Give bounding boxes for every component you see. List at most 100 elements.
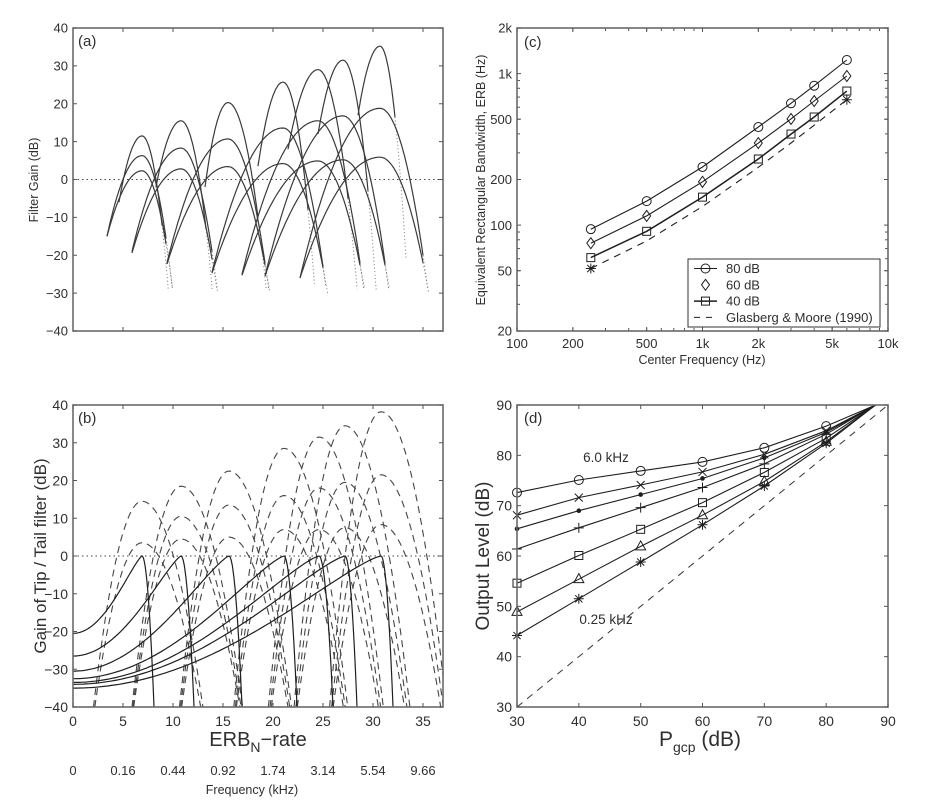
filter-curve-group6-1 bbox=[317, 59, 369, 191]
x-axis-label: Center Frequency (Hz) bbox=[638, 353, 765, 367]
marker-diamond bbox=[842, 69, 852, 83]
x-axis-label: Pgcp (dB) bbox=[659, 728, 741, 755]
filter-curve-group6-2 bbox=[264, 115, 386, 277]
filter-curve-group3-3 bbox=[166, 166, 266, 266]
filter-curve-extension bbox=[264, 262, 270, 289]
marker-circle bbox=[697, 456, 708, 467]
filter-curve-group1-3 bbox=[106, 170, 167, 244]
io-curve-5 bbox=[516, 404, 876, 584]
identity-reference-line bbox=[516, 404, 889, 708]
marker-circle bbox=[841, 54, 852, 65]
filter-curve-group2-2 bbox=[131, 147, 213, 252]
marker-circle bbox=[573, 474, 584, 485]
tail-filter-curve-7 bbox=[73, 555, 394, 708]
y-tick-label: −40 bbox=[46, 324, 68, 339]
tip-filter-curve-group2-3 bbox=[133, 538, 241, 708]
y-tick-label: 40 bbox=[54, 21, 68, 36]
x-tick-label: 40 bbox=[571, 713, 587, 729]
filter-curve-group1-2 bbox=[106, 154, 167, 239]
frequency-tick-label: 0 bbox=[69, 763, 76, 778]
marker-square bbox=[586, 253, 596, 263]
frequency-tick-label: 3.14 bbox=[310, 763, 335, 778]
x-tick-label: 0 bbox=[69, 713, 77, 729]
frequency-tick-label: 0.44 bbox=[160, 763, 185, 778]
y-axis-label: Gain of Tip / Tail filter (dB) bbox=[31, 458, 50, 653]
marker-triangle bbox=[696, 508, 709, 520]
filter-curve-group4-3 bbox=[211, 163, 324, 274]
legend-label: Glasberg & Moore (1990) bbox=[726, 310, 873, 325]
y-tick-label: 0 bbox=[61, 172, 68, 187]
marker-star bbox=[759, 481, 770, 492]
marker-plus bbox=[573, 522, 584, 533]
tip-filter-curve-group4-3 bbox=[235, 529, 344, 708]
marker-x bbox=[698, 467, 707, 477]
filter-curve-extension bbox=[394, 116, 407, 260]
y-tick-label: 50 bbox=[498, 263, 512, 278]
marker-circle bbox=[641, 196, 652, 207]
x-tick-label: 10 bbox=[165, 713, 181, 729]
x-tick-label: 2k bbox=[751, 336, 765, 351]
tip-filter-curve-group3-2 bbox=[180, 504, 291, 708]
y-tick-label: −10 bbox=[46, 210, 68, 225]
marker-diamond bbox=[786, 112, 796, 126]
marker-dot bbox=[700, 476, 705, 481]
y-tick-label: −20 bbox=[44, 624, 68, 640]
marker-x bbox=[636, 480, 646, 490]
legend-box bbox=[687, 258, 881, 328]
io-curve-3 bbox=[516, 404, 876, 530]
x-tick-label: 25 bbox=[315, 713, 331, 729]
filter-curve-extension bbox=[384, 265, 391, 290]
tip-filter-curve-group7-2 bbox=[331, 474, 444, 708]
marker-square bbox=[642, 226, 652, 236]
x-tick-label: 30 bbox=[365, 713, 381, 729]
marker-star bbox=[841, 94, 852, 105]
x-axis-label-subscript: gcp bbox=[673, 739, 696, 755]
marker-circle bbox=[809, 80, 820, 91]
io-curve-2 bbox=[516, 404, 876, 516]
tip-filter-curve-group2-1 bbox=[131, 485, 244, 708]
marker-star bbox=[697, 519, 708, 530]
x-axis-label-main: P bbox=[659, 728, 673, 751]
y-tick-label: 40 bbox=[496, 649, 512, 665]
filter-curve-extension bbox=[322, 266, 327, 287]
frequency-tick-label: 1.74 bbox=[260, 763, 285, 778]
legend-entry: 40 dB bbox=[694, 294, 760, 309]
filter-curve-extension bbox=[264, 265, 271, 292]
tail-filter-curve-5 bbox=[72, 555, 334, 708]
marker-circle bbox=[697, 161, 708, 172]
y-tick-label: 20 bbox=[498, 324, 512, 339]
series-line-60-db bbox=[590, 75, 848, 244]
legend-marker-diamond bbox=[700, 278, 711, 292]
marker-circle bbox=[585, 224, 596, 235]
tip-filter-curve-group5-3 bbox=[270, 529, 379, 708]
marker-plus bbox=[635, 502, 646, 513]
marker-square bbox=[636, 524, 646, 534]
filter-curve-extension bbox=[165, 238, 173, 289]
tail-filter-curve-4 bbox=[73, 555, 298, 708]
filter-curve-group4-1 bbox=[257, 81, 309, 210]
y-tick-label: 100 bbox=[490, 218, 512, 233]
panel-label: (b) bbox=[78, 410, 96, 427]
marker-star bbox=[821, 438, 832, 449]
y-tick-label: −20 bbox=[46, 248, 68, 263]
x-axis-label-suffix: (dB) bbox=[696, 728, 742, 751]
tip-filter-curve-group1-2 bbox=[94, 542, 202, 708]
tip-filter-curve-group1-1 bbox=[92, 500, 204, 708]
tip-filter-curve-group4-1 bbox=[233, 447, 349, 708]
marker-square bbox=[698, 192, 707, 202]
x-axis-label-suffix: −rate bbox=[261, 729, 307, 751]
x-tick-label: 5k bbox=[825, 336, 839, 351]
filter-curve-group7-3 bbox=[299, 156, 424, 279]
legend-marker-square bbox=[701, 296, 710, 306]
marker-x bbox=[574, 493, 584, 502]
annotation-6khz: 6.0 kHz bbox=[583, 450, 629, 465]
filter-curve-extension bbox=[322, 267, 329, 294]
y-tick-label: 20 bbox=[52, 473, 68, 489]
tip-filter-curve-group6-2 bbox=[295, 481, 408, 708]
filter-curve-group6-3 bbox=[264, 159, 386, 277]
x-axis-label-subscript: N bbox=[250, 739, 260, 755]
filter-curve-group3-2 bbox=[166, 138, 266, 263]
y-tick-label: 80 bbox=[496, 447, 512, 463]
x-tick-label: 1k bbox=[696, 336, 710, 351]
filter-curve-group7-1 bbox=[357, 45, 396, 118]
